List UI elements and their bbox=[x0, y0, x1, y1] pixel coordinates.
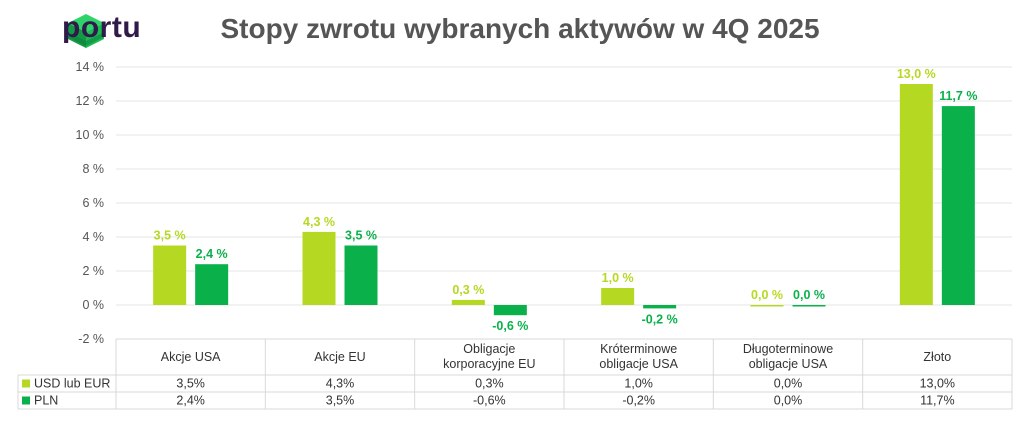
y-tick-label: 12 % bbox=[76, 94, 105, 108]
table-value: -0,6% bbox=[473, 394, 506, 408]
category-label: Obligacje bbox=[463, 342, 515, 356]
chart-title: Stopy zwrotu wybranych aktywów w 4Q 2025 bbox=[220, 13, 820, 44]
bars bbox=[153, 84, 975, 316]
y-tick-label: 2 % bbox=[82, 264, 104, 278]
table-value: -0,2% bbox=[622, 394, 655, 408]
category-label: Złoto bbox=[923, 350, 951, 364]
table-value: 13,0% bbox=[920, 377, 955, 391]
data-label: 0,3 % bbox=[452, 283, 484, 297]
table-value: 4,3% bbox=[326, 377, 355, 391]
bar bbox=[153, 245, 187, 305]
bar bbox=[195, 264, 229, 305]
category-label: obligacje USA bbox=[749, 357, 828, 371]
data-labels: 3,5 % 4,3 % 0,3 % 1,0 % 0,0 % 13,0 % 2,4 % 3,5 … bbox=[154, 67, 978, 333]
data-label: 2,4 % bbox=[196, 247, 228, 261]
table-value: 11,7% bbox=[920, 394, 955, 408]
y-tick-label: -2 % bbox=[78, 332, 104, 346]
gridlines bbox=[116, 66, 1012, 340]
bar bbox=[792, 305, 826, 307]
data-label: 0,0 % bbox=[751, 288, 783, 302]
brand-name: portu bbox=[62, 11, 142, 44]
bar bbox=[601, 288, 635, 305]
category-label: Akcje EU bbox=[314, 350, 365, 364]
bar bbox=[750, 305, 784, 307]
bar bbox=[344, 245, 378, 305]
category-label: Akcje USA bbox=[161, 350, 221, 364]
category-label: korporacyjne EU bbox=[443, 357, 535, 371]
legend-swatch bbox=[22, 396, 30, 405]
table-value: 2,4% bbox=[176, 394, 205, 408]
data-label: -0,6 % bbox=[492, 319, 528, 333]
legend-label: PLN bbox=[34, 394, 58, 408]
table-value: 0,0% bbox=[774, 377, 803, 391]
bar bbox=[941, 106, 975, 305]
legend-label: USD lub EUR bbox=[34, 377, 110, 391]
table-value: 3,5% bbox=[326, 394, 355, 408]
data-label: 3,5 % bbox=[345, 229, 377, 243]
table-value: 3,5% bbox=[176, 377, 205, 391]
data-label: 0,0 % bbox=[793, 288, 825, 302]
y-tick-label: 4 % bbox=[82, 230, 104, 244]
data-label: 13,0 % bbox=[897, 67, 936, 81]
bar bbox=[302, 231, 336, 305]
data-label: 3,5 % bbox=[154, 229, 186, 243]
table-value: 0,3% bbox=[475, 377, 504, 391]
y-tick-label: 14 % bbox=[76, 60, 105, 74]
y-tick-label: 0 % bbox=[82, 298, 104, 312]
data-label: 1,0 % bbox=[602, 271, 634, 285]
bar bbox=[899, 84, 933, 305]
bar bbox=[451, 299, 485, 305]
data-label: -0,2 % bbox=[642, 312, 678, 326]
data-label: 4,3 % bbox=[303, 215, 335, 229]
y-axis: -2 % 0 % 2 % 4 % 6 % 8 % 10 % 12 % 14 % bbox=[76, 60, 105, 346]
table-value: 1,0% bbox=[624, 377, 653, 391]
data-label: 11,7 % bbox=[939, 89, 977, 103]
category-label: Długoterminowe bbox=[743, 342, 833, 356]
table-value: 0,0% bbox=[774, 394, 803, 408]
y-tick-label: 6 % bbox=[82, 196, 104, 210]
portu-logo-icon bbox=[68, 14, 104, 48]
legend-swatch bbox=[22, 379, 30, 388]
bar bbox=[493, 305, 527, 316]
bar bbox=[643, 305, 677, 309]
category-label: obligacje USA bbox=[599, 357, 678, 371]
y-tick-label: 8 % bbox=[82, 162, 104, 176]
category-label: Króterminowe bbox=[600, 342, 677, 356]
y-tick-label: 10 % bbox=[76, 128, 105, 142]
